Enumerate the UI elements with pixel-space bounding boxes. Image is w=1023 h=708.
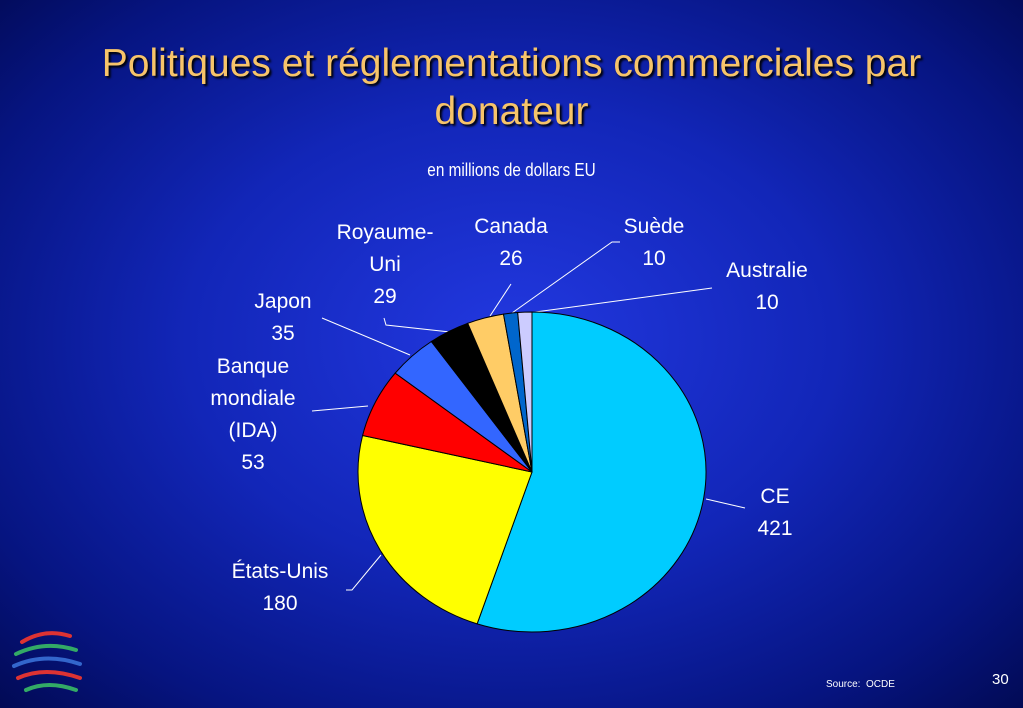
leader-line	[489, 283, 512, 317]
value-label: 10	[755, 291, 779, 314]
value-label: 29	[373, 285, 397, 308]
leader-line	[511, 241, 620, 314]
pie-slice	[357, 434, 533, 625]
logo-arc	[12, 656, 82, 668]
page-number: 30	[992, 671, 1009, 688]
value-label: 180	[262, 592, 298, 615]
category-label: Banque mondiale (IDA)	[210, 355, 296, 442]
category-label: Suède	[623, 215, 685, 238]
slice-label: Canada 26	[474, 211, 548, 275]
logo-arc	[16, 670, 82, 680]
value-label: 26	[499, 247, 523, 270]
category-label: Royaume-Uni	[336, 221, 434, 276]
leader-line	[321, 317, 411, 356]
leader-line	[705, 498, 746, 509]
category-label: Australie	[726, 259, 808, 282]
subtitle: en millions de dollars EU	[427, 160, 596, 180]
logo	[12, 631, 82, 692]
category-label: Canada	[474, 215, 548, 238]
pie-slice	[476, 311, 707, 633]
title: Politiques et réglementations commercial…	[101, 42, 922, 133]
leader-line	[311, 405, 369, 412]
slice-label: États-Unis 180	[232, 556, 329, 620]
category-label: États-Unis	[231, 560, 329, 583]
category-label: CE	[760, 485, 790, 508]
slice-label: Australie 10	[726, 255, 808, 319]
slice-label: Suède 10	[624, 211, 685, 275]
pie	[357, 311, 707, 633]
value-label: 35	[271, 322, 295, 345]
leader-line	[527, 287, 713, 314]
logo-arc	[14, 643, 78, 656]
logo-arc	[24, 683, 78, 692]
slice-label: Japon 35	[254, 286, 311, 350]
value-label: 421	[757, 517, 793, 540]
category-label: Japon	[254, 290, 312, 313]
slice-label: Royaume-Uni 29	[329, 217, 441, 313]
logo-arc	[20, 631, 72, 644]
value-label: 10	[642, 247, 666, 270]
source: Source: OCDE	[826, 679, 895, 690]
slice-label: CE 421	[757, 481, 792, 545]
slice-label: Banque mondiale (IDA) 53	[194, 351, 312, 479]
leader-lines	[311, 241, 746, 591]
leader-line	[346, 554, 382, 591]
leader-line	[383, 317, 451, 333]
pie-slice	[517, 311, 533, 473]
value-label: 53	[241, 451, 265, 474]
